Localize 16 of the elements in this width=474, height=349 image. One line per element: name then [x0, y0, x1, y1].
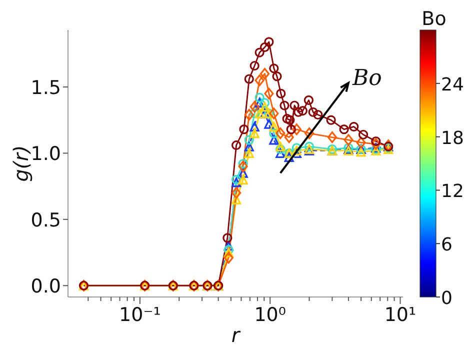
color-bar-label: 6	[441, 234, 452, 256]
x-axis-title: r	[231, 323, 242, 347]
y-tick-label: 0.5	[30, 209, 61, 232]
y-tick-label: 0.0	[30, 276, 61, 298]
x-tick-label: 10⁻¹	[119, 304, 161, 326]
color-bar-label: 24	[441, 74, 464, 96]
y-axis-title: g(r)	[9, 145, 33, 182]
y-tick-label: 1.0	[30, 143, 61, 166]
x-tick-label: 10¹	[384, 304, 416, 326]
color-bar-label: 18	[441, 128, 464, 149]
x-tick-label: 10⁰	[254, 304, 286, 326]
y-tick-label: 1.5	[30, 76, 61, 99]
annotation: Bo	[351, 66, 382, 91]
color-bar-label: 12	[441, 181, 464, 202]
color-bar-label: 0	[441, 288, 452, 309]
color-bar-title: Bo	[422, 8, 446, 30]
